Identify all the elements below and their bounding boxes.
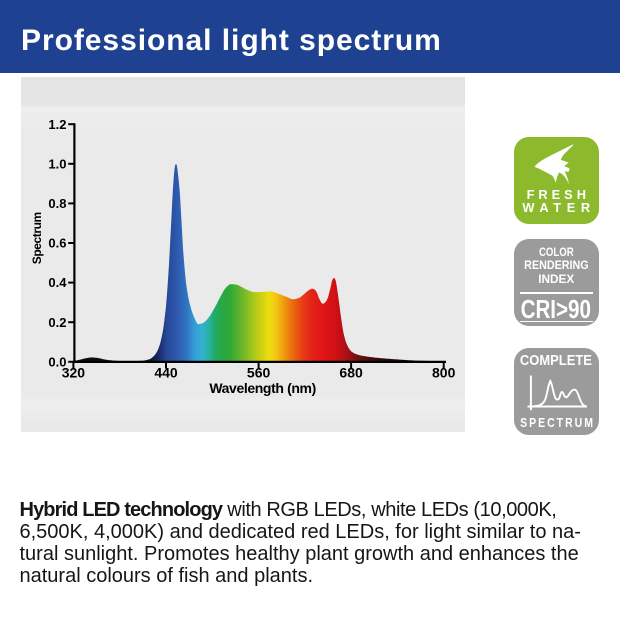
svg-text:320: 320 <box>62 364 86 380</box>
svg-text:680: 680 <box>339 364 363 380</box>
svg-text:560: 560 <box>247 364 271 380</box>
svg-text:0.0: 0.0 <box>48 354 66 369</box>
svg-text:0.6: 0.6 <box>48 236 66 251</box>
svg-text:1.2: 1.2 <box>48 117 66 132</box>
svg-text:1.0: 1.0 <box>48 156 66 171</box>
svg-text:440: 440 <box>154 364 178 380</box>
svg-text:0.4: 0.4 <box>48 275 67 290</box>
svg-text:0.2: 0.2 <box>48 315 66 330</box>
svg-text:800: 800 <box>432 364 456 380</box>
svg-text:Wavelength (nm): Wavelength (nm) <box>209 380 316 396</box>
svg-text:0.8: 0.8 <box>48 196 66 211</box>
svg-text:Spectrum: Spectrum <box>30 212 44 264</box>
